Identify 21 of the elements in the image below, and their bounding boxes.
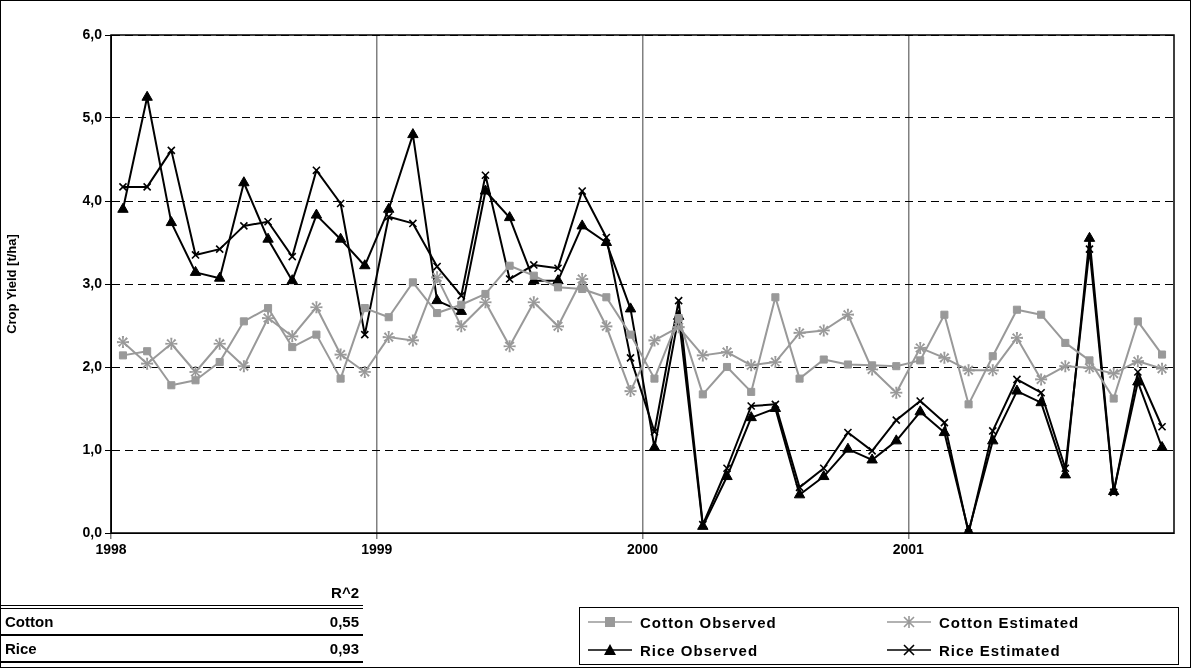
y-tick-label: 4,0 bbox=[82, 191, 103, 208]
x-tick-label: 2001 bbox=[892, 541, 925, 558]
legend-label: Cotton Estimated bbox=[939, 613, 1080, 631]
y-tick-label: 6,0 bbox=[82, 25, 103, 42]
x-tick-label: 1999 bbox=[361, 541, 393, 558]
text: Cotton bbox=[5, 613, 54, 630]
y-tick-label: 2,0 bbox=[82, 357, 103, 374]
text: 0,93 bbox=[329, 640, 359, 657]
x-tick-label: 2000 bbox=[626, 541, 659, 558]
y-axis-title: Crop Yield [t/ha] bbox=[4, 234, 20, 334]
legend-label: Cotton Observed bbox=[640, 613, 777, 631]
y-tick-label: 3,0 bbox=[82, 274, 103, 291]
text: R^2 bbox=[1, 581, 363, 609]
legend-label: Rice Observed bbox=[640, 641, 759, 659]
text: Rice bbox=[5, 640, 37, 657]
y-tick-label: 1,0 bbox=[82, 440, 103, 457]
y-tick-label: 5,0 bbox=[82, 108, 103, 125]
text: 0,55 bbox=[329, 613, 359, 630]
legend-label: Rice Estimated bbox=[939, 641, 1061, 659]
y-tick-label: 0,0 bbox=[82, 523, 103, 540]
x-tick-label: 1998 bbox=[95, 541, 127, 558]
